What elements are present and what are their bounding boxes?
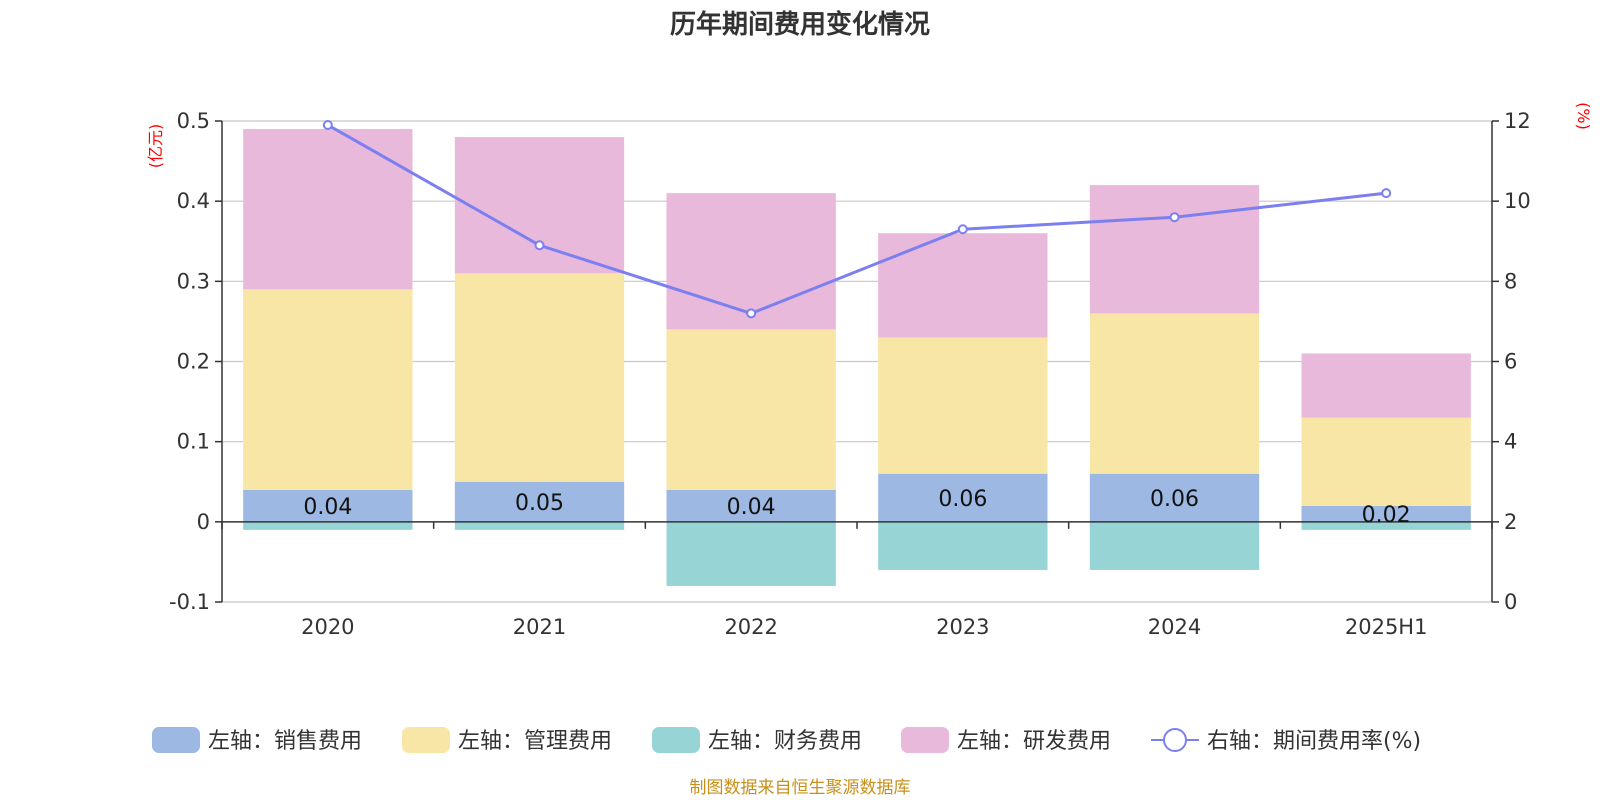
rate-point — [534, 240, 545, 251]
bar — [243, 489, 413, 522]
legend-label: 左轴：销售费用 — [208, 729, 362, 754]
bar — [878, 233, 1048, 338]
right-axis-unit: (%) — [1574, 102, 1593, 130]
rate-line — [327, 123, 1387, 315]
bar — [243, 521, 413, 530]
bar — [454, 273, 625, 482]
bar — [1089, 185, 1260, 314]
bar — [454, 137, 625, 274]
left-axis-tick-label: 0.3 — [177, 269, 210, 293]
legend-swatch — [652, 727, 700, 753]
bar — [666, 521, 836, 586]
legend-swatch — [152, 727, 200, 753]
x-axis-tick-label: 2021 — [513, 615, 566, 639]
legend-item: 左轴：财务费用 — [652, 727, 862, 754]
chart-title: 历年期间费用变化情况 — [670, 9, 930, 40]
right-axis-tick-label: 2 — [1504, 510, 1517, 534]
x-axis-tick-label: 2024 — [1148, 615, 1201, 639]
source-note: 制图数据来自恒生聚源数据库 — [690, 778, 911, 798]
left-axis-tick-label: 0.1 — [177, 430, 210, 454]
data-label: 0.06 — [1150, 487, 1199, 512]
legend-item: 左轴：研发费用 — [901, 727, 1111, 754]
legend-swatch — [901, 727, 949, 753]
right-axis-tick-label: 0 — [1504, 590, 1517, 614]
legend-swatch — [402, 727, 450, 753]
right-axis-tick-label: 6 — [1504, 350, 1517, 374]
bar — [878, 473, 1048, 522]
bar — [454, 521, 625, 530]
bar — [1089, 521, 1260, 570]
left-axis-tick-label: -0.1 — [169, 590, 210, 614]
data-label: 0.05 — [515, 491, 564, 516]
right-axis-tick-label: 10 — [1504, 189, 1531, 213]
bar — [243, 129, 413, 290]
bar — [454, 481, 625, 522]
left-axis-tick-label: 0 — [197, 510, 210, 534]
left-axis-tick-label: 0.4 — [177, 189, 210, 213]
legend-item: 左轴：管理费用 — [402, 727, 612, 754]
data-labels: 0.04 0.05 0.04 0.06 0.06 0.02 — [303, 487, 1410, 528]
gridlines — [222, 120, 1492, 603]
right-axis-tick-label: 12 — [1504, 109, 1531, 133]
data-label: 0.06 — [938, 487, 987, 512]
data-label: 0.02 — [1362, 503, 1411, 528]
rate-point — [1169, 212, 1180, 223]
legend-label: 右轴：期间费用率(%) — [1207, 729, 1421, 754]
x-axis-tick-label: 2023 — [936, 615, 989, 639]
rate-point — [957, 224, 968, 235]
legend-label: 左轴：研发费用 — [957, 729, 1111, 754]
data-label: 0.04 — [727, 495, 776, 520]
bar — [666, 489, 836, 522]
bar — [1301, 521, 1471, 530]
bar — [1089, 313, 1260, 474]
rate-line-series — [322, 120, 1392, 319]
left-axis-tick-label: 0.5 — [177, 109, 210, 133]
data-label: 0.04 — [303, 495, 352, 520]
legend: 左轴：销售费用 左轴：管理费用 左轴：财务费用 左轴：研发费用 右轴：期间费用率(%) — [152, 727, 1421, 754]
bar — [878, 521, 1048, 570]
x-axis-tick-label: 2025H1 — [1345, 615, 1428, 639]
bar — [1301, 353, 1471, 418]
bar — [1301, 417, 1471, 506]
left-axis-tick-label: 0.2 — [177, 350, 210, 374]
left-axis-unit: (亿元) — [146, 124, 165, 169]
bar — [666, 193, 836, 330]
bar — [1089, 473, 1260, 522]
bar — [243, 289, 413, 490]
x-axis-tick-label: 2022 — [724, 615, 777, 639]
legend-item: 左轴：销售费用 — [152, 727, 362, 754]
right-axis-tick-label: 4 — [1504, 430, 1517, 454]
rate-point — [322, 120, 333, 131]
axes: -0.1 0 0.1 0.2 0.3 0.4 0.5 0 2 4 6 8 10 12 2020 2021 202… — [169, 109, 1531, 639]
legend-marker — [1163, 728, 1187, 752]
rate-point — [1381, 188, 1392, 199]
legend-item: 右轴：期间费用率(%) — [1151, 728, 1421, 754]
bar-series — [243, 129, 1471, 586]
bar — [666, 329, 836, 490]
legend-label: 左轴：管理费用 — [458, 729, 612, 754]
bar — [1301, 505, 1471, 522]
legend-label: 左轴：财务费用 — [708, 729, 862, 754]
bar — [878, 337, 1048, 474]
x-axis-tick-label: 2020 — [301, 615, 354, 639]
rate-point — [746, 308, 757, 319]
right-axis-tick-label: 8 — [1504, 269, 1517, 293]
